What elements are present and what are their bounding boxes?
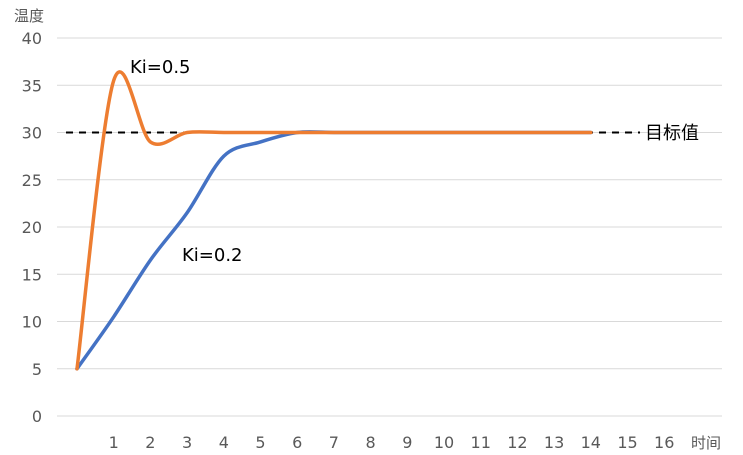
target-label: 目标值 xyxy=(645,123,699,144)
y-tick-label: 25 xyxy=(22,171,42,190)
x-tick-label: 5 xyxy=(255,433,265,452)
series-line-ki-0-2 xyxy=(75,130,593,371)
y-tick-label: 40 xyxy=(22,29,42,48)
y-tick-label: 35 xyxy=(22,76,42,95)
series-line-ki-0-5 xyxy=(75,70,593,371)
y-axis-ticks: 0 5 10 15 20 25 30 35 40 xyxy=(22,29,42,426)
x-tick-label: 9 xyxy=(402,433,412,452)
y-tick-label: 10 xyxy=(22,313,42,332)
y-tick-label: 20 xyxy=(22,218,42,237)
x-tick-label: 14 xyxy=(581,433,601,452)
series-label-ki-0-5: Ki=0.5 xyxy=(130,57,191,78)
x-tick-label: 4 xyxy=(219,433,229,452)
x-tick-label: 16 xyxy=(654,433,674,452)
y-tick-label: 15 xyxy=(22,265,42,284)
x-tick-label: 15 xyxy=(617,433,637,452)
y-tick-label: 5 xyxy=(32,360,42,379)
x-axis-ticks: 1 2 3 4 5 6 7 8 9 10 11 12 13 14 15 16 xyxy=(109,433,675,452)
x-tick-label: 12 xyxy=(507,433,527,452)
y-tick-label: 0 xyxy=(32,407,42,426)
chart-labels: 温度 时间 目标值 Ki=0.5 Ki=0.2 xyxy=(14,7,721,452)
y-tick-label: 30 xyxy=(22,124,42,143)
gridlines xyxy=(57,37,722,417)
x-tick-label: 7 xyxy=(329,433,339,452)
series-group xyxy=(75,70,593,371)
x-tick-label: 10 xyxy=(434,433,454,452)
x-tick-label: 8 xyxy=(366,433,376,452)
x-tick-label: 3 xyxy=(182,433,192,452)
x-axis-label: 时间 xyxy=(691,434,721,452)
x-tick-label: 2 xyxy=(145,433,155,452)
y-axis-label: 温度 xyxy=(14,7,44,25)
x-tick-label: 6 xyxy=(292,433,302,452)
x-tick-label: 13 xyxy=(544,433,564,452)
series-label-ki-0-2: Ki=0.2 xyxy=(182,245,243,266)
x-tick-label: 1 xyxy=(109,433,119,452)
x-tick-label: 11 xyxy=(471,433,491,452)
